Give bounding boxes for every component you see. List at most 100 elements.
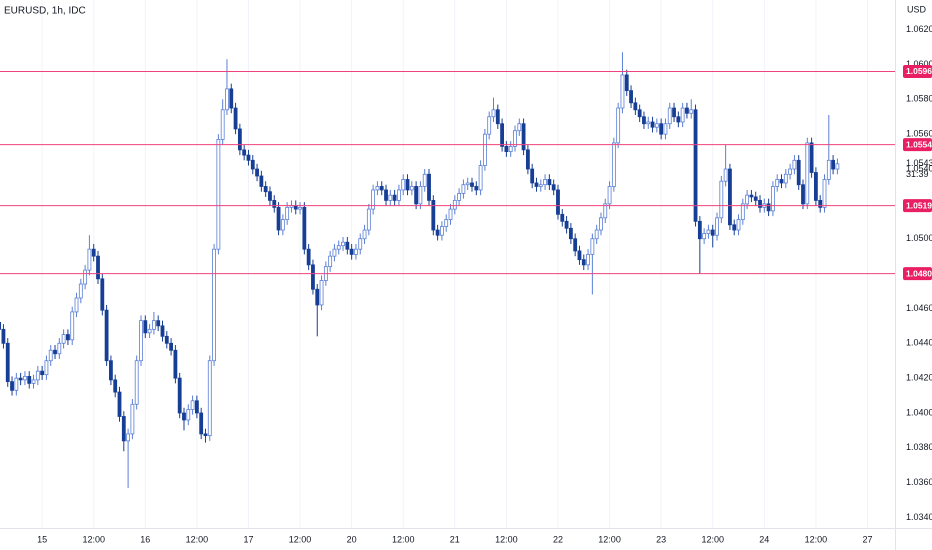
candle-body xyxy=(427,173,431,201)
candle-body xyxy=(315,288,320,306)
candle-body xyxy=(568,227,573,240)
candle-body xyxy=(255,168,259,177)
candle-body xyxy=(783,173,788,184)
candle-body xyxy=(121,416,126,442)
price-label: 1.0554 xyxy=(906,139,932,149)
candle-body xyxy=(831,159,836,170)
candle-body xyxy=(358,238,363,250)
candle-body xyxy=(27,375,32,384)
countdown: 31:39 xyxy=(906,169,929,179)
candle-body xyxy=(130,403,135,435)
candle-body xyxy=(87,248,92,271)
candle-body xyxy=(646,121,651,125)
candle-body xyxy=(371,189,376,210)
candle-body xyxy=(5,342,10,383)
candle-body xyxy=(341,241,345,247)
axis-unit: USD xyxy=(907,4,927,14)
candle-body xyxy=(233,107,238,130)
candle-body xyxy=(70,311,75,341)
candle-body xyxy=(495,109,500,125)
candle-body xyxy=(736,219,741,231)
x-tick-label: 12:00 xyxy=(186,534,209,544)
candle-body xyxy=(775,179,780,187)
y-tick-label: 1.0380 xyxy=(906,442,932,452)
candle-body xyxy=(444,219,449,227)
candle-body xyxy=(1,328,6,344)
x-tick-label: 23 xyxy=(656,534,666,544)
candle-body xyxy=(500,123,504,147)
candle-body xyxy=(809,142,814,173)
last-price-label: 1.0543 xyxy=(906,158,932,168)
candle-body xyxy=(379,186,384,191)
price-label-box xyxy=(903,199,932,213)
candle-body xyxy=(268,191,272,201)
candle-body xyxy=(766,203,771,212)
candle-body xyxy=(18,377,23,381)
candle-body xyxy=(654,123,659,128)
candle-body xyxy=(237,128,242,151)
price-label-box xyxy=(903,64,932,78)
candle-body xyxy=(117,391,122,417)
candle-body xyxy=(564,220,569,229)
candle-body xyxy=(693,109,698,222)
candle-body xyxy=(723,168,728,182)
candle-body xyxy=(715,217,719,236)
candle-body xyxy=(388,194,393,201)
candle-body xyxy=(349,248,354,255)
y-tick-label: 1.0420 xyxy=(906,373,932,383)
candle-body xyxy=(676,116,681,123)
candle-body xyxy=(521,123,526,151)
candle-body xyxy=(48,349,53,362)
candle-body xyxy=(10,381,14,391)
candle-body xyxy=(409,186,414,191)
candle-body xyxy=(190,400,195,410)
candle-body xyxy=(31,379,36,384)
y-tick-label: 1.0600 xyxy=(906,59,932,69)
x-tick-label: 12:00 xyxy=(392,534,415,544)
candle-body xyxy=(525,149,530,170)
candle-body xyxy=(573,238,578,252)
candle-body xyxy=(298,206,302,210)
candle-body xyxy=(680,107,685,123)
candle-body xyxy=(611,142,616,187)
candle-body xyxy=(91,248,96,257)
candle-body xyxy=(212,248,216,362)
candle-body xyxy=(0,321,2,330)
candle-body xyxy=(203,433,208,437)
overlay: 15 12:00 16 12:00 17 12:00 20 12:00 21 12:00 22 12:… xyxy=(0,24,932,544)
candle-body xyxy=(448,208,453,220)
candle-body xyxy=(362,229,367,240)
candle-body xyxy=(250,159,255,170)
candle-body xyxy=(629,90,633,104)
candle-body xyxy=(336,245,341,250)
candle-body xyxy=(246,154,251,161)
candle-body xyxy=(461,184,466,194)
candle-body xyxy=(685,107,689,114)
candle-body xyxy=(465,182,470,186)
x-tick-label: 12:00 xyxy=(495,534,518,544)
candle-body xyxy=(100,278,105,311)
y-tick-label: 1.0540 xyxy=(906,163,932,173)
candle-body xyxy=(225,88,229,111)
candle-body xyxy=(788,168,793,175)
candle-body xyxy=(659,123,664,135)
candle-body xyxy=(311,264,315,290)
candle-body xyxy=(23,375,27,381)
x-tick-label: 15 xyxy=(37,534,47,544)
candle-body xyxy=(556,189,560,215)
candle-body xyxy=(186,409,191,421)
x-tick-label: 12:00 xyxy=(289,534,312,544)
y-tick-label: 1.0620 xyxy=(906,24,932,34)
chart-title: EURUSD, 1h, IDC xyxy=(4,6,86,17)
candle-body xyxy=(719,180,724,219)
price-label: 1.0519 xyxy=(906,200,932,210)
candle-body xyxy=(740,203,745,220)
candle-body xyxy=(792,159,797,170)
candle-body xyxy=(160,325,165,337)
candle-body xyxy=(134,360,139,405)
candle-body xyxy=(354,248,358,255)
candle-body xyxy=(405,179,410,191)
candle-body xyxy=(822,179,827,208)
y-tick-label: 1.0560 xyxy=(906,129,932,139)
